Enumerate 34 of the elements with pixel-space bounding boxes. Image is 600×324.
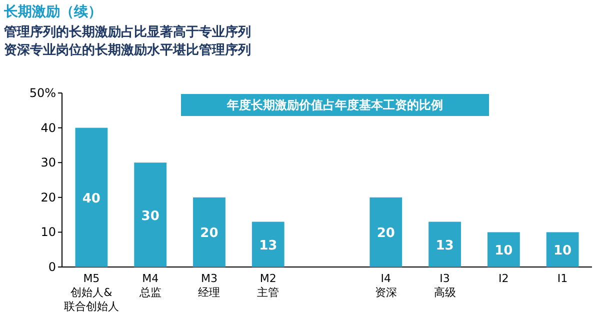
bar: [134, 162, 167, 267]
text: 管理序列的长期激励占比显著高于专业序列: [4, 25, 251, 40]
y-tick-label: 40: [40, 120, 56, 135]
x-tick-label: I1: [557, 272, 568, 285]
data-label: 30: [141, 208, 160, 224]
bar: [252, 222, 284, 267]
bar: [193, 197, 226, 267]
data-label: 13: [259, 238, 278, 254]
data-label: 10: [494, 244, 513, 259]
data-label: 40: [82, 191, 100, 206]
data-label: 13: [436, 238, 454, 254]
text: 资深专业岗位的长期激励水平堪比管理序列: [4, 43, 251, 58]
y-tick-label: 0: [48, 260, 56, 274]
x-tick-label: M5 创始人& 联合创始人: [64, 272, 119, 313]
y-tick-label: 50%: [29, 86, 56, 100]
x-tick-label: I3 高级: [434, 272, 456, 299]
data-label: 20: [376, 226, 395, 242]
data-label: 20: [200, 226, 218, 242]
bar: [370, 197, 402, 267]
bar: [546, 232, 579, 267]
bar: [75, 128, 108, 267]
y-tick-label: 10: [40, 225, 56, 240]
x-tick-label: M2 主管: [257, 272, 280, 299]
x-tick-label: M4 总监: [138, 272, 162, 299]
data-label: 10: [554, 244, 572, 259]
bar: [428, 222, 461, 267]
y-tick-label: 30: [40, 156, 56, 170]
annotation: 年度长期激励价值占年度基本工资的比例: [226, 98, 443, 112]
chart-title: 长期激励（续）: [3, 4, 102, 20]
x-tick-label: I4 资深: [374, 272, 397, 299]
x-tick-label: M3 经理: [198, 272, 220, 299]
y-tick-label: 20: [40, 190, 56, 204]
x-tick-label: I2: [498, 272, 509, 285]
bar: [487, 232, 520, 267]
